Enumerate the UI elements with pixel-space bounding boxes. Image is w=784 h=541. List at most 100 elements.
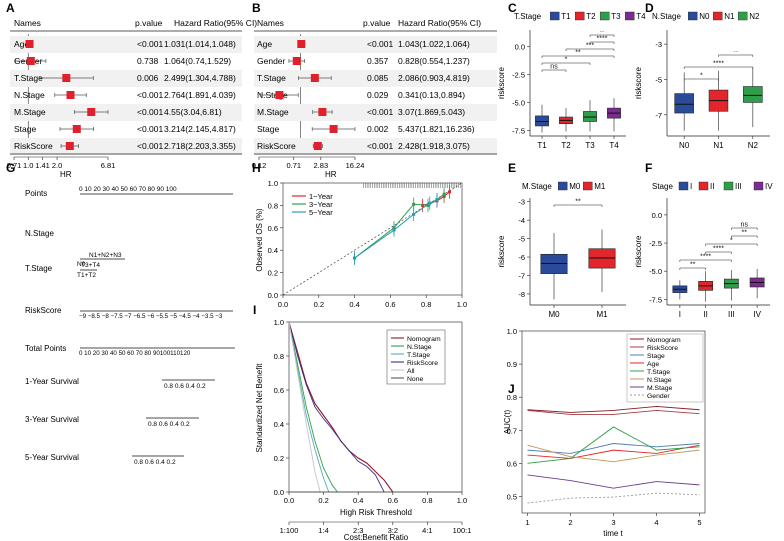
x-tick-label: 0.4 — [353, 496, 363, 505]
legend-swatch — [575, 11, 585, 21]
y-axis-label: AUC(t) — [503, 409, 512, 434]
legend-label: T.Stage — [407, 352, 430, 359]
nstage-lower-label: N0 — [77, 261, 86, 268]
ratio-tick-label: 3:2 — [388, 526, 398, 535]
sig-label: * — [700, 73, 703, 80]
forest-hr-square — [313, 142, 322, 150]
y-tick-label: 0.0 — [652, 211, 662, 220]
y-tick-label: 0.7 — [507, 426, 517, 435]
nomogram-row-3yr: 3-Year Survival — [25, 415, 79, 424]
ratio-tick-label: 2:3 — [353, 526, 363, 535]
forest-hr-square — [297, 40, 306, 48]
forest-row-band — [254, 104, 497, 121]
x-tick-label: I — [679, 310, 681, 319]
legend-swatch — [625, 11, 635, 21]
forest-row-hr-text: 5.437(1.821,16.236) — [398, 124, 475, 134]
panel-b-forest: Age <0.001 1.043(1.022,1.064) Gender 0.357 0.… — [252, 34, 497, 170]
forest-tick-label: 1.41 — [35, 161, 50, 170]
sig-label: **** — [713, 61, 724, 68]
legend-box — [386, 329, 446, 385]
forest-row-name: T.Stage — [14, 73, 43, 83]
x-tick-label: 0.4 — [349, 300, 359, 309]
forest-row-hr-text: 1.064(0.74,1.529) — [164, 56, 231, 66]
y-tick-label: -4 — [518, 216, 525, 225]
panel-a-forest: Age<0.0011.031(1.014,1.048)Gender0.7381.… — [7, 34, 242, 170]
forest-row-name: Stage — [257, 124, 279, 134]
legend-label: 5−Year — [309, 208, 333, 217]
panel-a: A Names p.value Hazard Ratio(95% CI) Age… — [6, 1, 257, 179]
forest-row-pvalue: 0.738 — [137, 56, 159, 66]
x-tick-label: T2 — [561, 141, 571, 150]
calibration-point — [428, 201, 432, 205]
sig-label: **** — [597, 36, 608, 43]
forest-row-band — [254, 36, 497, 53]
panel-j: J NomogramRiskScoreStageAgeT.StageN.Stag… — [503, 327, 706, 538]
nomogram-row-1yr: 1-Year Survival — [25, 377, 79, 386]
panel-a-header-pvalue: p.value — [135, 18, 163, 28]
forest-hr-square — [310, 74, 319, 82]
legend-label: Stage — [647, 353, 665, 360]
legend-label: N1 — [724, 12, 735, 21]
forest-hr-square — [87, 108, 96, 116]
legend-label: I — [690, 182, 692, 191]
calibration-point — [435, 198, 439, 202]
x-tick-label: 0.0 — [284, 496, 294, 505]
sig-label: * — [730, 238, 733, 245]
y-tick-label: 0.4 — [268, 246, 278, 255]
y-tick-label: -6 — [518, 253, 525, 262]
forest-row-hr-text: 3.07(1.869,5.043) — [398, 107, 465, 117]
forest-tick-label: 2.0 — [52, 161, 62, 170]
x-axis-label: High Risk Threshold — [340, 508, 412, 517]
calibration-point — [426, 203, 430, 207]
ratio-tick-label: 1:4 — [318, 526, 328, 535]
nstage-upper-label: N1+N2+N3 — [89, 252, 122, 259]
panel-j-plot: NomogramRiskScoreStageAgeT.StageN.StageM… — [503, 327, 706, 538]
y-tick-label: -7 — [655, 111, 662, 120]
y-tick-label: -7 — [518, 271, 525, 280]
forest-row-pvalue: <0.001 — [137, 90, 164, 100]
y-axis-label: riskscore — [634, 235, 643, 268]
forest-row-hr-text: 1.043(1.022,1.064) — [398, 39, 470, 49]
x-tick-label: T4 — [609, 141, 619, 150]
panel-i: I NomogramN.StageT.StageRiskScoreAllNone… — [253, 303, 471, 541]
y-tick-label: -7.5 — [649, 295, 662, 304]
survival-5yr-ticks: 0.8 0.6 0.4 0.2 — [134, 459, 176, 466]
y-tick-label: 1.0 — [507, 327, 517, 336]
ratio-tick-label: 100:1 — [453, 526, 472, 535]
y-tick-label: -3 — [655, 40, 662, 49]
forest-row-name: N.Stage — [14, 90, 45, 100]
y-axis-label: riskscore — [497, 235, 506, 268]
forest-row-pvalue: <0.001 — [367, 39, 394, 49]
legend-box — [626, 333, 704, 403]
y-tick-label: -5.0 — [649, 267, 662, 276]
forest-row-name: Stage — [14, 124, 36, 134]
panel-letter: F — [645, 161, 652, 175]
sig-label: * — [565, 57, 568, 64]
calibration-point — [442, 192, 446, 196]
y-tick-label: 0.6 — [507, 459, 517, 468]
forest-row-pvalue: 0.029 — [367, 90, 389, 100]
forest-row-name: Age — [257, 39, 272, 49]
decision-curve-line — [288, 321, 385, 493]
x-tick-label: 1 — [525, 518, 529, 527]
forest-row-pvalue: <0.001 — [137, 107, 164, 117]
legend-label: M0 — [569, 182, 581, 191]
legend-label: Age — [647, 361, 659, 368]
legend-title: T.Stage — [514, 12, 542, 21]
legend-label: T.Stage — [647, 369, 670, 376]
legend-label: IV — [765, 182, 773, 191]
legend-swatch — [753, 181, 764, 191]
legend-label: M.Stage — [647, 385, 673, 392]
legend-swatch — [723, 181, 734, 191]
legend-label: T2 — [586, 12, 596, 21]
y-tick-label: 1.0 — [268, 179, 278, 188]
legend-label: N0 — [699, 12, 710, 21]
x-tick-label: 0.2 — [318, 496, 328, 505]
y-tick-label: -5 — [655, 75, 662, 84]
decision-curve-line — [288, 321, 321, 493]
sig-label: ** — [690, 262, 696, 269]
